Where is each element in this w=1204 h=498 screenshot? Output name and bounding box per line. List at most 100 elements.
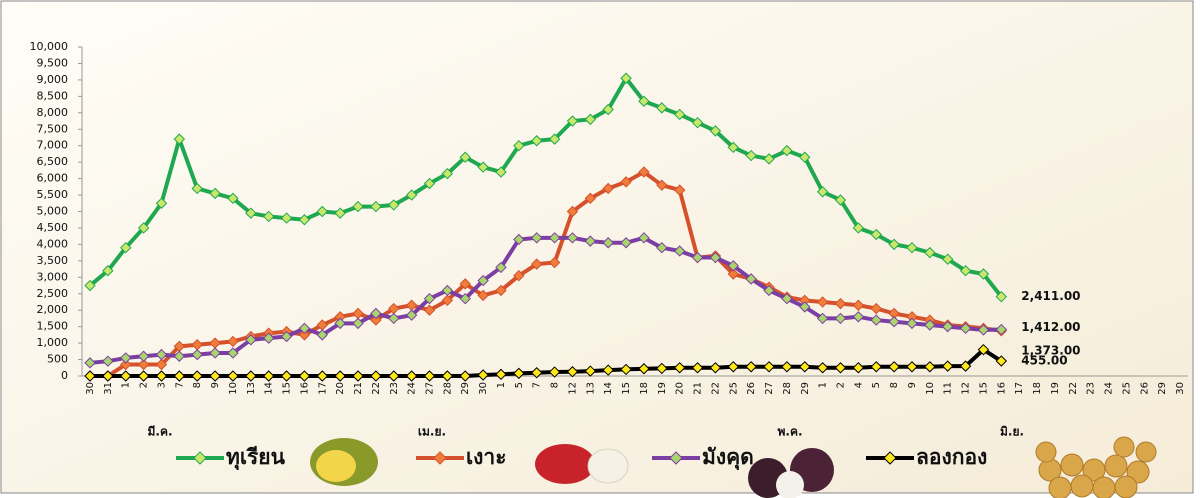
- x-tick-label: 29: [800, 382, 811, 395]
- x-tick-label: 1: [818, 382, 829, 388]
- y-tick-label: 1,000: [37, 336, 69, 349]
- x-tick-label: 10: [925, 382, 936, 395]
- y-tick-label: 9,500: [37, 56, 69, 69]
- y-tick-label: 6,500: [37, 155, 69, 168]
- y-tick-label: 9,000: [37, 73, 69, 86]
- month-label: พ.ค.: [777, 425, 802, 439]
- month-label: เม.ย.: [418, 425, 446, 439]
- x-tick-label: 17: [317, 382, 328, 395]
- x-tick-label: 14: [264, 382, 275, 395]
- x-tick-label: 13: [246, 382, 257, 395]
- x-tick-label: 26: [746, 382, 757, 395]
- durian-flesh: [316, 450, 356, 482]
- x-tick-label: 15: [621, 382, 632, 395]
- x-tick-label: 17: [1014, 382, 1025, 395]
- chart: 0 500 1,000 1,500 2,000 2,500 3,000 3,500 4,000 4…: [0, 0, 1204, 498]
- x-tick-label: 15: [978, 382, 989, 395]
- y-tick-label: 500: [47, 353, 68, 366]
- x-tick-label: 20: [675, 382, 686, 395]
- legend-label: เงาะ: [466, 445, 507, 469]
- x-tick-label: 9: [907, 382, 918, 388]
- y-tick-label: 0: [61, 369, 68, 382]
- x-tick-label: 27: [764, 382, 775, 395]
- x-tick-label: 12: [567, 382, 578, 395]
- legend-label: ทุเรียน: [226, 445, 286, 471]
- x-tick-label: 24: [407, 382, 418, 395]
- y-tick-label: 2,000: [37, 303, 69, 316]
- value-label: 455.00: [1021, 354, 1067, 368]
- x-tick-label: 23: [1086, 382, 1097, 395]
- x-tick-label: 30: [478, 382, 489, 395]
- y-tick-label: 10,000: [30, 40, 69, 53]
- x-tick-label: 13: [585, 382, 596, 395]
- x-tick-label: 31: [103, 382, 114, 395]
- x-tick-label: 11: [943, 382, 954, 395]
- mangosteen-flesh: [776, 471, 804, 498]
- x-tick-label: 30: [1175, 382, 1186, 395]
- x-tick-label: 8: [550, 382, 561, 388]
- x-tick-label: 24: [1104, 382, 1115, 395]
- x-tick-label: 8: [192, 382, 203, 388]
- x-tick-label: 9: [210, 382, 221, 388]
- x-tick-label: 4: [853, 382, 864, 388]
- x-tick-label: 23: [389, 382, 400, 395]
- x-tick-label: 27: [425, 382, 436, 395]
- x-tick-label: 29: [1157, 382, 1168, 395]
- y-tick-label: 4,500: [37, 221, 69, 234]
- x-tick-label: 12: [961, 382, 972, 395]
- x-tick-label: 28: [442, 382, 453, 395]
- month-label: มี.ค.: [147, 425, 172, 439]
- x-tick-label: 19: [657, 382, 668, 395]
- x-tick-label: 7: [174, 382, 185, 388]
- x-tick-label: 15: [282, 382, 293, 395]
- x-tick-label: 2: [835, 382, 846, 388]
- value-label: 1,412.00: [1021, 320, 1080, 334]
- value-label: 2,411.00: [1021, 289, 1080, 303]
- x-tick-label: 16: [299, 382, 310, 395]
- x-tick-label: 3: [156, 382, 167, 388]
- y-tick-label: 8,500: [37, 89, 69, 102]
- x-tick-label: 21: [693, 382, 704, 395]
- x-tick-label: 1: [496, 382, 507, 388]
- x-tick-label: 8: [889, 382, 900, 388]
- x-tick-label: 28: [782, 382, 793, 395]
- y-tick-label: 6,000: [37, 172, 69, 185]
- x-tick-label: 10: [228, 382, 239, 395]
- y-tick-label: 7,000: [37, 139, 69, 152]
- x-tick-label: 16: [996, 382, 1007, 395]
- legend-label: ลองกอง: [916, 445, 987, 469]
- x-tick-label: 20: [335, 382, 346, 395]
- y-tick-label: 2,500: [37, 287, 69, 300]
- legend-label: มังคุด: [702, 445, 754, 471]
- x-tick-label: 26: [1139, 382, 1150, 395]
- x-tick-label: 5: [871, 382, 882, 388]
- y-tick-label: 3,000: [37, 270, 69, 283]
- x-tick-label: 22: [1068, 382, 1079, 395]
- x-tick-label: 2: [139, 382, 150, 388]
- x-tick-label: 30: [85, 382, 96, 395]
- y-tick-label: 5,000: [37, 205, 69, 218]
- y-tick-label: 5,500: [37, 188, 69, 201]
- x-tick-label: 25: [1121, 382, 1132, 395]
- x-tick-label: 22: [710, 382, 721, 395]
- y-tick-label: 1,500: [37, 320, 69, 333]
- y-tick-label: 7,500: [37, 122, 69, 135]
- x-tick-label: 7: [532, 382, 543, 388]
- x-tick-label: 25: [728, 382, 739, 395]
- rambutan-flesh: [588, 449, 628, 483]
- x-tick-label: 5: [514, 382, 525, 388]
- month-label: มิ.ย.: [1000, 425, 1024, 439]
- x-tick-label: 14: [603, 382, 614, 395]
- x-tick-label: 19: [1050, 382, 1061, 395]
- x-tick-label: 29: [460, 382, 471, 395]
- y-tick-label: 4,000: [37, 237, 69, 250]
- y-tick-label: 8,000: [37, 106, 69, 119]
- y-tick-label: 3,500: [37, 254, 69, 267]
- rambutan-picture: [535, 444, 595, 484]
- x-tick-label: 18: [1032, 382, 1043, 395]
- chart-frame: [1, 1, 1193, 493]
- x-tick-label: 18: [639, 382, 650, 395]
- x-tick-label: 21: [353, 382, 364, 395]
- x-tick-label: 1: [121, 382, 132, 388]
- x-tick-label: 22: [371, 382, 382, 395]
